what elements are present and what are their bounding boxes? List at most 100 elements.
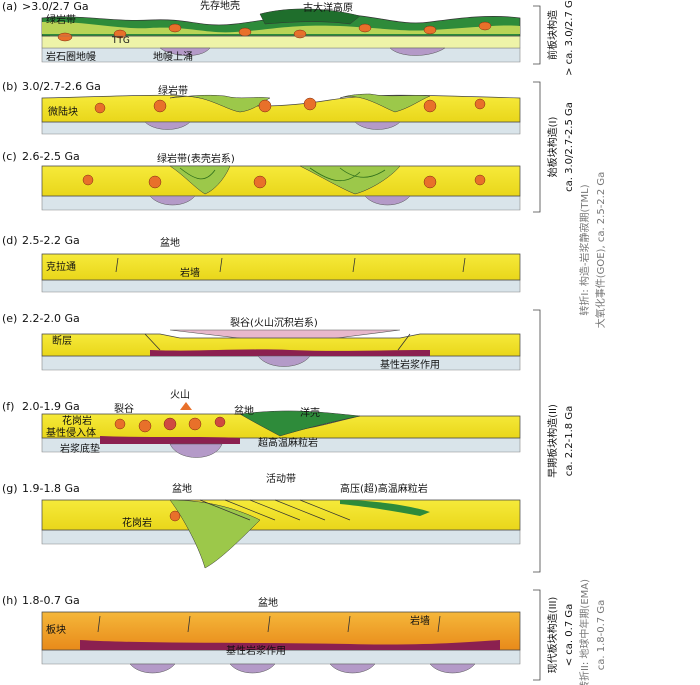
stage-pre-title: 前板块构造	[546, 10, 559, 60]
stage-brackets: 前板块构造 > ca. 3.0/2.7 Ga 始板块构造(I) ca. 3.0/…	[533, 0, 607, 685]
panel-a-lithosphere-label: 岩石圈地幔	[46, 50, 96, 63]
panel-c-pluton	[253, 175, 267, 189]
panel-a-ttg-pluton	[57, 32, 73, 42]
panel-b-pluton	[474, 98, 486, 110]
panel-h-basin-label: 盆地	[258, 596, 278, 609]
panel-d-basin-label: 盆地	[160, 236, 180, 249]
panel-d-age: 2.5-2.2 Ga	[22, 234, 80, 247]
panel-f-volcano	[180, 402, 192, 410]
panel-h-mantle-plume	[129, 663, 176, 674]
panel-g-thrust	[199, 499, 351, 521]
panel-d-mantle	[41, 279, 521, 293]
panel-b: (b) 3.0/2.7-2.6 Ga 绿岩带 微陆块	[2, 80, 521, 135]
panel-h-plate-label: 板块	[46, 623, 66, 636]
panel-b-pluton	[258, 99, 272, 113]
panel-g-suture	[169, 499, 261, 569]
panel-a-mantle-plume	[389, 47, 446, 56]
panel-f-basin-label: 盆地	[234, 404, 254, 417]
panel-f-label: (f)	[2, 400, 14, 413]
panel-f-underplating-label: 岩浆底垫	[60, 442, 100, 455]
panel-e-rift-label: 裂谷(火山沉积岩系)	[230, 316, 318, 329]
panel-f-rift-label: 裂谷	[114, 402, 134, 415]
panel-b-greenstone-right	[339, 93, 431, 113]
panel-a-age: >3.0/2.7 Ga	[22, 0, 89, 13]
panel-a-ttg-pluton	[238, 27, 252, 37]
panel-e: (e) 2.2-2.0 Ga 裂谷(火山沉积岩系) 断层 基性岩浆作用	[2, 312, 521, 371]
panel-e-magma	[150, 349, 430, 356]
panel-a-mantle	[41, 47, 521, 63]
panel-f-age: 2.0-1.9 Ga	[22, 400, 80, 413]
panel-h-dyke	[97, 615, 101, 633]
panel-a-ttg-pluton	[478, 21, 492, 31]
panel-c: (c) 2.6-2.5 Ga 绿岩带(表壳岩系)	[2, 150, 521, 211]
panel-h: (h) 1.8-0.7 Ga 盆地 板块 岩墙 基性岩浆作用	[2, 594, 521, 674]
panel-b-microcontinent-label: 微陆块	[48, 105, 78, 118]
panel-h-dyke	[187, 615, 191, 633]
panel-c-crust	[41, 165, 521, 197]
panel-d: (d) 2.5-2.2 Ga 盆地 克拉通 岩墙	[2, 234, 521, 293]
stage-early1-title: 始板块构造(I)	[546, 117, 559, 178]
panel-f-oceanic-label: 洋壳	[300, 406, 320, 419]
panel-h-age: 1.8-0.7 Ga	[22, 594, 80, 607]
panel-b-greenstone-label: 绿岩带	[158, 84, 188, 97]
panel-e-magmatism-label: 基性岩浆作用	[380, 358, 440, 371]
panel-a-ttg-pluton	[168, 23, 182, 33]
panel-f-granite	[188, 417, 202, 431]
panel-h-magmatism-label: 基性岩浆作用	[226, 644, 286, 657]
panel-c-mantle-plume	[149, 195, 196, 206]
panel-e-mantle-plume	[257, 355, 311, 367]
panel-b-pluton	[303, 97, 317, 111]
panel-c-pluton	[82, 174, 94, 186]
panel-b-crust	[41, 94, 521, 123]
panel-g-crust	[41, 499, 521, 531]
panel-a: (a) >3.0/2.7 Ga 绿岩带 先存地壳 古大洋高原 TTG 岩石圈地幔…	[2, 0, 521, 63]
panel-f-granite	[138, 419, 152, 433]
panel-a-light-greenstone	[42, 21, 520, 34]
panel-f-intrusion-label: 基性侵入体	[46, 426, 96, 439]
panel-d-dyke	[352, 257, 356, 273]
bracket-pre	[533, 5, 541, 65]
panel-c-greenstone-label: 绿岩带(表壳岩系)	[157, 152, 235, 165]
stage-modern-age: < ca. 0.7 Ga	[564, 604, 575, 667]
panel-f-uht-label: 超高温麻粒岩	[258, 436, 318, 449]
panel-b-age: 3.0/2.7-2.6 Ga	[22, 80, 101, 93]
panel-d-dyke	[462, 257, 466, 273]
panel-a-ttg-pluton	[293, 29, 307, 39]
panel-h-mantle-plume	[329, 663, 376, 674]
stage-early2-age: ca. 2.2-1.8 Ga	[564, 406, 575, 476]
bracket-early2	[533, 309, 541, 573]
panel-d-dyke	[219, 257, 223, 273]
panel-f-granite	[114, 418, 126, 430]
panel-g-granite	[169, 510, 181, 522]
panel-a-ttg-pluton	[423, 25, 437, 35]
panel-c-fold	[179, 167, 386, 181]
panel-e-age: 2.2-2.0 Ga	[22, 312, 80, 325]
stage-turn2-title: 转折II: 地球中年期(EMA)	[578, 579, 591, 685]
panel-b-pluton	[423, 99, 437, 113]
panel-d-dyke	[115, 257, 119, 273]
panel-a-mantle-plume	[159, 47, 211, 56]
panel-b-pluton	[94, 102, 106, 114]
panel-a-ttg-pluton	[358, 23, 372, 33]
panel-g-active-label: 活动带	[266, 473, 296, 485]
panel-h-label: (h)	[2, 594, 18, 607]
panel-e-rift	[169, 329, 401, 345]
panel-c-mantle	[41, 195, 521, 211]
panel-g-label: (g)	[2, 482, 18, 495]
stage-turn2-age: ca. 1.8-0.7 Ga	[596, 600, 607, 670]
panel-d-craton-label: 克拉通	[46, 260, 76, 273]
panel-a-ttg-label: TTG	[111, 36, 130, 46]
panel-a-label: (a)	[2, 0, 17, 13]
stage-early2-title: 早期板块构造(II)	[546, 404, 559, 478]
bracket-early1	[533, 81, 541, 213]
panel-b-mantle	[41, 121, 521, 135]
panel-h-dyke	[437, 615, 441, 633]
panel-a-greenstone-label: 绿岩带	[46, 13, 76, 26]
panel-h-mantle-plume	[229, 663, 276, 674]
panel-b-pluton	[153, 99, 167, 113]
panel-c-greenstone-left	[169, 165, 231, 195]
panel-h-dyke	[347, 615, 351, 633]
panel-g-mantle	[41, 529, 521, 545]
panel-c-mantle-plume	[364, 195, 411, 206]
panel-h-plate	[41, 611, 521, 651]
